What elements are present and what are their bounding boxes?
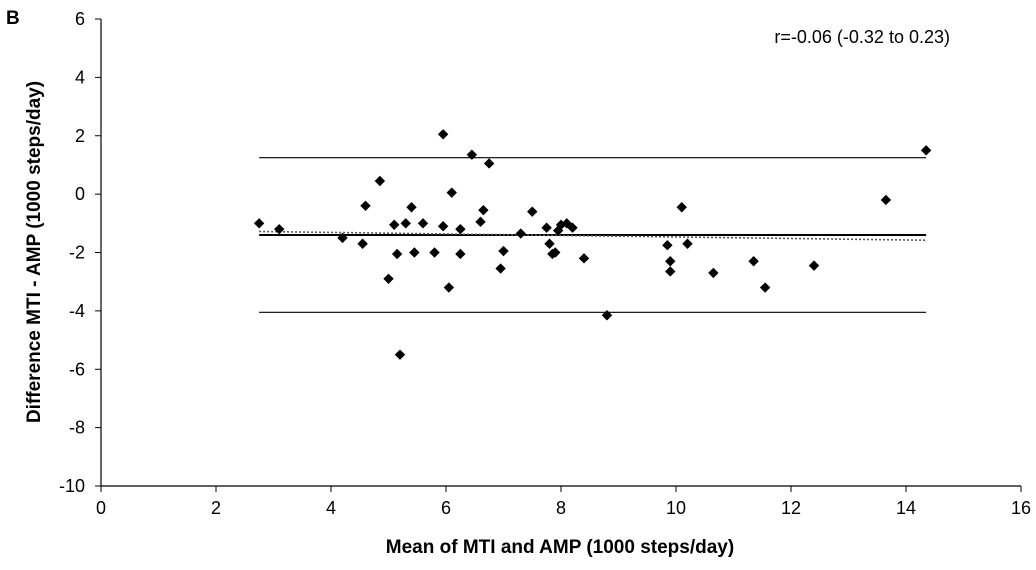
data-point [665, 256, 676, 267]
data-point [391, 248, 403, 260]
x-tick-label: 10 [666, 498, 686, 518]
y-tick-label: -4 [69, 301, 85, 321]
y-tick-label: 2 [75, 126, 85, 146]
x-tick-label: 6 [441, 498, 451, 518]
data-point [759, 282, 771, 293]
data-point [483, 158, 495, 169]
data-point [383, 273, 394, 284]
data-point [429, 247, 440, 258]
data-point [808, 260, 820, 271]
y-tick-label: 0 [75, 184, 85, 204]
data-point [406, 202, 417, 213]
data-points [253, 129, 932, 360]
y-tick-label: -10 [59, 476, 85, 496]
trend-line-group [259, 230, 927, 242]
y-axis-ticks: -10 -8 -6 -4 -2 0 2 4 6 [59, 9, 101, 496]
x-tick-label: 2 [211, 498, 221, 518]
x-tick-label: 8 [556, 498, 566, 518]
y-tick-label: -2 [69, 243, 85, 263]
data-point [495, 263, 506, 274]
y-tick-label: -8 [69, 418, 85, 438]
data-point [274, 223, 285, 235]
x-tick-label: 0 [96, 498, 106, 518]
x-tick-label: 4 [326, 498, 336, 518]
data-point [541, 222, 552, 233]
data-point [880, 194, 892, 206]
data-point [920, 145, 932, 156]
correlation-annotation: r=-0.06 (-0.32 to 0.23) [774, 27, 950, 47]
data-point [478, 204, 489, 216]
data-point [748, 256, 759, 267]
data-point [437, 221, 449, 232]
y-tick-label: 6 [75, 9, 85, 29]
data-point [665, 266, 676, 277]
data-point [443, 282, 455, 293]
data-point [578, 253, 590, 264]
data-point [409, 247, 420, 258]
x-tick-label: 14 [896, 498, 916, 518]
data-point [527, 206, 538, 217]
data-point [389, 219, 400, 230]
data-point [437, 129, 449, 140]
data-point [662, 240, 673, 251]
data-point [374, 175, 386, 187]
data-point [498, 245, 509, 257]
data-point [360, 200, 371, 211]
data-point [253, 218, 265, 229]
data-point [682, 238, 693, 249]
reference-lines [259, 157, 927, 313]
y-tick-label: -6 [69, 359, 85, 379]
data-point [475, 216, 486, 228]
data-point [446, 187, 457, 198]
panel-label: B [6, 8, 20, 29]
data-point [400, 218, 411, 229]
data-point [601, 310, 613, 321]
x-tick-label: 12 [781, 498, 801, 518]
data-point [708, 267, 719, 279]
data-point [567, 222, 578, 233]
data-point [676, 202, 687, 213]
data-point [455, 223, 466, 235]
data-point [337, 232, 348, 244]
data-point [357, 238, 368, 249]
data-point [455, 248, 466, 260]
axes [100, 19, 1021, 487]
regression-trend-line [259, 230, 927, 242]
y-tick-label: 4 [75, 67, 85, 87]
x-tick-label: 16 [1011, 498, 1031, 518]
data-point [544, 238, 555, 249]
x-axis-ticks: 0 2 4 6 8 10 12 14 16 [96, 486, 1031, 518]
data-point [550, 247, 561, 258]
data-point [394, 349, 406, 360]
data-point [417, 218, 429, 229]
y-axis-title: Difference MTI - AMP (1000 steps/day) [24, 81, 45, 423]
data-point [466, 149, 478, 160]
data-point [515, 228, 526, 239]
x-axis-title: Mean of MTI and AMP (1000 steps/day) [386, 537, 734, 558]
